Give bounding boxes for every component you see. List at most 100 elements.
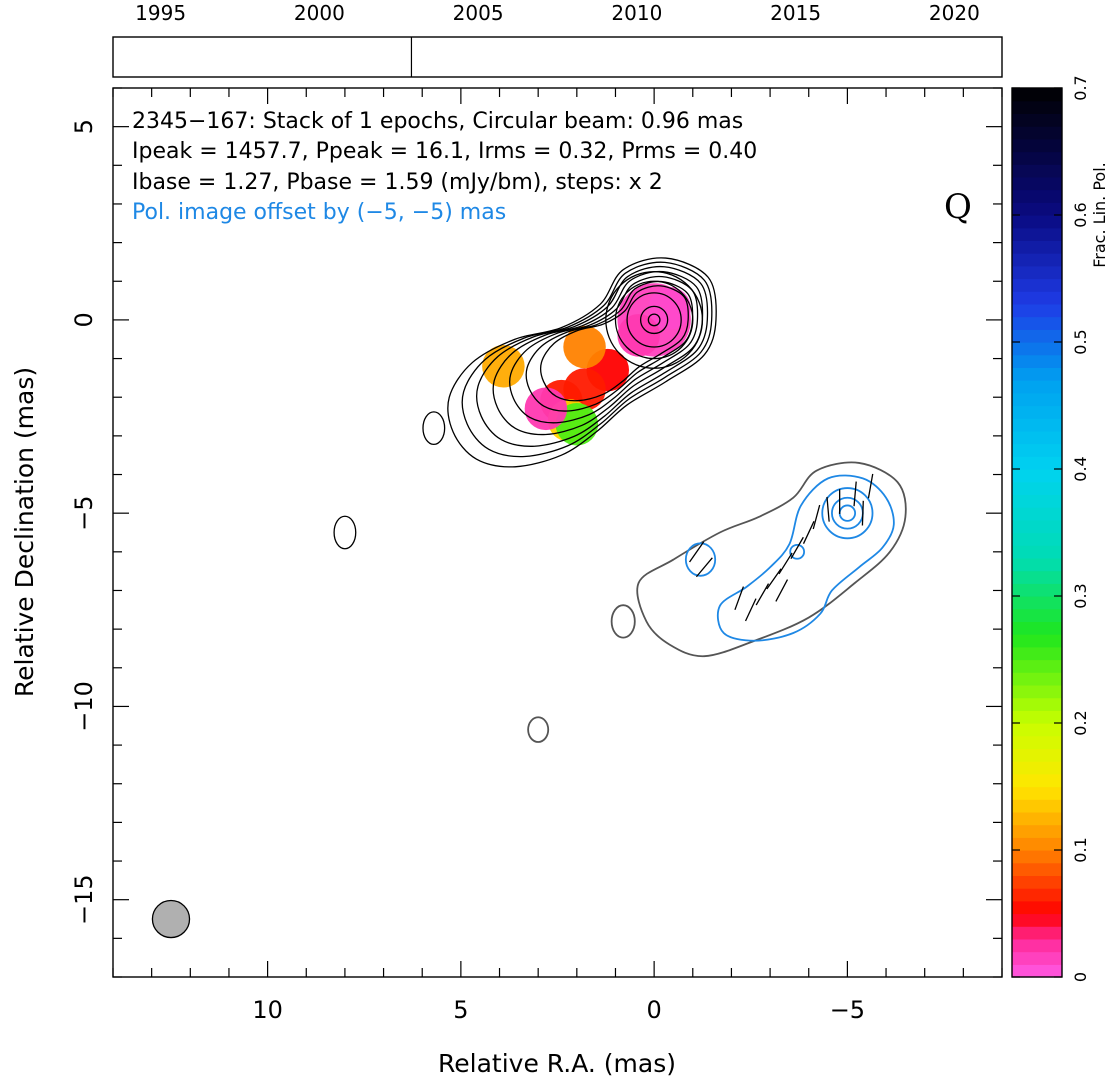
y-axis-tick-label: −15 (70, 874, 98, 925)
beam-circle (151, 899, 191, 939)
colorbar-swatch (1012, 786, 1062, 800)
colorbar-title: Frac. Lin. Pol. (1090, 162, 1109, 267)
colorbar-swatch (1012, 608, 1062, 622)
colorbar-swatch (1012, 875, 1062, 889)
colorbar-tick-label: 0.3 (1071, 583, 1090, 608)
colorbar-swatch (1012, 621, 1062, 635)
stokes-i-core-contour (626, 292, 682, 348)
colorbar-swatch (1012, 443, 1062, 457)
timeline-year-label: 2020 (929, 1, 980, 25)
timeline-year-label: 2010 (611, 1, 662, 25)
colorbar-swatch (1012, 837, 1062, 851)
colorbar-tick-label: 0 (1071, 972, 1090, 982)
colorbar-swatch (1012, 126, 1062, 140)
colorbar-swatch (1012, 151, 1062, 165)
evpa-vector (744, 598, 757, 622)
stokes-i-peak-contour (647, 313, 661, 327)
info-line-3: Ibase = 1.27, Pbase = 1.59 (mJy/bm), ste… (132, 170, 663, 195)
stokes-i-core-contour (639, 305, 669, 335)
colorbar-swatch (1012, 278, 1062, 292)
stokes-label: Q (944, 187, 972, 227)
colorbar-swatch (1012, 545, 1062, 559)
colorbar-swatch (1012, 481, 1062, 495)
colorbar-swatch (1012, 113, 1062, 127)
colorbar-swatch (1012, 342, 1062, 356)
colorbar-swatch (1012, 253, 1062, 267)
evpa-vector (689, 541, 705, 563)
evpa-vectors (689, 473, 874, 622)
pol-intensity-contour (716, 474, 895, 642)
colorbar-swatch (1012, 570, 1062, 584)
colorbar-tick-label: 0.5 (1071, 329, 1090, 354)
evpa-vector (802, 521, 815, 544)
evpa-vector (766, 568, 782, 590)
colorbar-swatch (1012, 596, 1062, 610)
colorbar: 0 0.1 0.2 0.3 0.4 0.5 0.6 0.7 Frac. Lin. Pol. (1011, 75, 1109, 982)
polarized-intensity-contours (527, 461, 907, 743)
colorbar-swatch (1012, 88, 1062, 102)
colorbar-swatch (1012, 303, 1062, 318)
colorbar-swatch (1012, 164, 1062, 178)
stokes-i-isolated-contour (333, 515, 357, 550)
colorbar-swatch (1012, 240, 1062, 254)
evpa-vector (775, 579, 789, 602)
x-axis-tick-label: −5 (830, 996, 865, 1024)
stokes-i-contour (525, 280, 694, 412)
evpa-vector (826, 496, 830, 522)
colorbar-swatch (1012, 456, 1062, 470)
colorbar-swatch (1012, 938, 1062, 953)
x-axis-tick-label: 0 (646, 996, 661, 1024)
colorbar-swatch (1012, 634, 1062, 648)
main-plot-area: 10 5 0 −5 5 0 −5 −10 −15 (70, 87, 1003, 1024)
colorbar-swatch (1012, 202, 1062, 216)
pol-core-contour (838, 504, 857, 522)
colorbar-swatch (1012, 316, 1062, 330)
timeline-year-label: 1995 (135, 1, 186, 25)
pol-isolated-grey-contour (610, 604, 636, 639)
colorbar-tick-label: 0.6 (1071, 202, 1090, 227)
colorbar-swatch (1012, 811, 1062, 826)
colorbar-swatch (1012, 532, 1062, 546)
pol-outer-contour (636, 461, 907, 658)
colorbar-swatch (1012, 735, 1062, 749)
y-axis-title: Relative Declination (mas) (10, 367, 39, 697)
colorbar-swatch (1012, 850, 1062, 864)
colorbar-swatch (1012, 862, 1062, 876)
colorbar-swatch (1012, 494, 1062, 508)
colorbar-swatch (1012, 697, 1062, 711)
colorbar-swatch (1012, 519, 1062, 534)
colorbar-swatch (1012, 291, 1062, 305)
stokes-i-contour (461, 261, 713, 458)
y-axis-tick-label: −10 (70, 681, 98, 732)
timeline-frame (112, 36, 1003, 78)
colorbar-swatch (1012, 926, 1062, 940)
colorbar-swatch (1012, 710, 1062, 724)
evpa-vector (812, 504, 821, 530)
colorbar-swatch (1012, 329, 1062, 343)
colorbar-swatch (1012, 557, 1062, 572)
pol-isolated-grey-contour (527, 716, 550, 743)
colorbar-swatch (1012, 824, 1062, 838)
info-line-1: 2345−167: Stack of 1 epochs, Circular be… (132, 109, 743, 134)
colorbar-swatch (1012, 773, 1062, 788)
evpa-vector (734, 586, 745, 611)
colorbar-swatch (1012, 684, 1062, 699)
stokes-i-core-contour (614, 280, 694, 360)
stokes-i-contour (540, 285, 689, 402)
evpa-vector (861, 500, 864, 526)
colorbar-swatch (1012, 951, 1062, 965)
colorbar-swatch (1012, 964, 1062, 978)
pol-offset-note: Pol. image offset by (−5, −5) mas (132, 200, 506, 225)
colorbar-tick-label: 0.7 (1071, 75, 1090, 100)
info-line-2: Ipeak = 1457.7, Ppeak = 16.1, Irms = 0.3… (132, 139, 757, 164)
evpa-vector (853, 481, 857, 507)
colorbar-frame (1011, 87, 1063, 978)
evpa-vector (755, 583, 770, 606)
evpa-vector (790, 536, 804, 559)
frac-pol-patch (482, 345, 525, 388)
colorbar-swatch (1012, 723, 1062, 737)
stokes-i-contours (333, 257, 717, 550)
timeline-year-label: 2005 (453, 1, 504, 25)
colorbar-swatch (1012, 888, 1062, 902)
